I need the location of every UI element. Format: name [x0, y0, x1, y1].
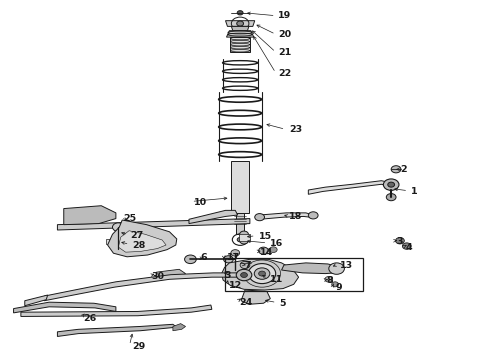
- Text: 18: 18: [289, 212, 302, 221]
- Circle shape: [240, 261, 250, 269]
- Text: 5: 5: [279, 299, 286, 308]
- Circle shape: [395, 238, 404, 244]
- Polygon shape: [231, 161, 249, 213]
- Polygon shape: [260, 213, 313, 219]
- Circle shape: [231, 249, 240, 256]
- Circle shape: [231, 267, 240, 273]
- Polygon shape: [230, 37, 250, 52]
- Text: 15: 15: [259, 232, 272, 241]
- Polygon shape: [282, 263, 340, 274]
- Polygon shape: [44, 273, 244, 301]
- Circle shape: [391, 166, 401, 173]
- Text: 16: 16: [270, 239, 284, 248]
- Text: 21: 21: [278, 48, 292, 57]
- Text: 10: 10: [194, 198, 207, 207]
- Text: 8: 8: [327, 276, 334, 285]
- Text: 13: 13: [340, 261, 353, 270]
- Polygon shape: [239, 234, 250, 242]
- Circle shape: [185, 255, 196, 264]
- Text: 3: 3: [396, 237, 403, 246]
- Text: 6: 6: [200, 253, 207, 262]
- Text: 11: 11: [270, 275, 284, 284]
- Polygon shape: [156, 269, 186, 277]
- Circle shape: [270, 247, 277, 252]
- Bar: [224, 258, 363, 292]
- Circle shape: [240, 231, 248, 238]
- Circle shape: [223, 256, 233, 263]
- Polygon shape: [118, 231, 166, 252]
- Polygon shape: [106, 239, 132, 244]
- Text: 23: 23: [289, 126, 302, 135]
- Polygon shape: [108, 220, 177, 257]
- Polygon shape: [225, 21, 255, 26]
- Circle shape: [259, 247, 269, 254]
- Text: 17: 17: [226, 253, 240, 262]
- Polygon shape: [241, 290, 270, 304]
- Polygon shape: [226, 31, 254, 37]
- Circle shape: [237, 238, 243, 242]
- Text: 22: 22: [278, 69, 292, 78]
- Text: 29: 29: [132, 342, 145, 351]
- Circle shape: [388, 182, 394, 187]
- Circle shape: [236, 269, 252, 281]
- Text: 28: 28: [132, 240, 146, 249]
- Circle shape: [237, 21, 244, 26]
- Polygon shape: [236, 213, 244, 234]
- Circle shape: [248, 264, 276, 284]
- Polygon shape: [231, 26, 249, 31]
- Polygon shape: [57, 324, 177, 337]
- Circle shape: [113, 223, 124, 231]
- Polygon shape: [21, 305, 212, 316]
- Text: 30: 30: [151, 272, 165, 281]
- Circle shape: [402, 243, 411, 249]
- Circle shape: [259, 271, 266, 276]
- Text: 27: 27: [130, 231, 144, 240]
- Text: 9: 9: [335, 283, 342, 292]
- Text: 1: 1: [411, 187, 417, 196]
- Polygon shape: [221, 259, 298, 290]
- Circle shape: [329, 263, 344, 274]
- Text: 24: 24: [239, 298, 252, 307]
- Text: 2: 2: [400, 166, 407, 175]
- Text: 26: 26: [83, 314, 97, 323]
- Polygon shape: [57, 219, 250, 230]
- Circle shape: [325, 276, 333, 282]
- Text: 3: 3: [224, 271, 231, 280]
- Text: 20: 20: [278, 30, 291, 39]
- Polygon shape: [14, 302, 116, 313]
- Text: 19: 19: [278, 11, 292, 20]
- Circle shape: [113, 244, 124, 253]
- Polygon shape: [173, 324, 186, 331]
- Circle shape: [386, 194, 396, 201]
- Text: 4: 4: [406, 243, 413, 252]
- Circle shape: [237, 11, 243, 15]
- Circle shape: [308, 212, 318, 219]
- Circle shape: [254, 268, 270, 279]
- Polygon shape: [25, 295, 48, 306]
- Text: 25: 25: [123, 214, 136, 223]
- Circle shape: [383, 179, 399, 190]
- Circle shape: [255, 213, 265, 221]
- Text: 7: 7: [244, 261, 251, 270]
- Circle shape: [240, 238, 248, 244]
- Polygon shape: [64, 206, 116, 225]
- Circle shape: [241, 273, 247, 278]
- Polygon shape: [189, 210, 238, 224]
- Circle shape: [332, 282, 339, 287]
- Text: 12: 12: [229, 281, 243, 290]
- Polygon shape: [308, 181, 391, 194]
- Text: 14: 14: [260, 248, 273, 257]
- Circle shape: [115, 239, 122, 244]
